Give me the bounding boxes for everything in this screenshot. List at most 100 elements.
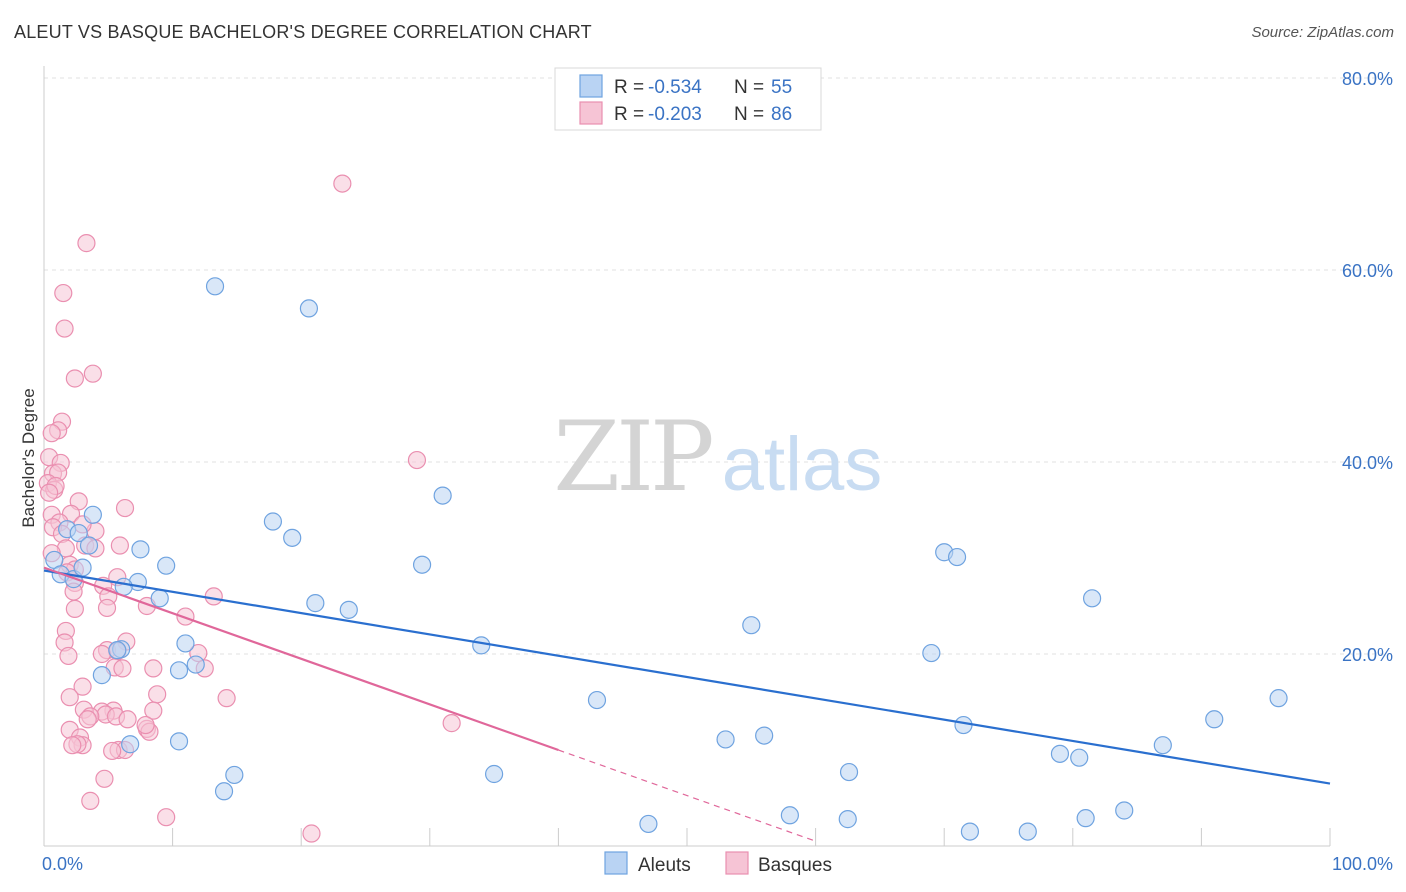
aleut-point: [755, 726, 774, 745]
aleut-point: [225, 765, 244, 785]
basque-point: [103, 741, 122, 761]
aleut-point: [1269, 689, 1288, 708]
legend-r-label: R =: [614, 77, 644, 98]
basque-point: [204, 587, 223, 606]
aleut-point: [92, 666, 111, 685]
basque-point: [54, 283, 73, 303]
legend-n-label: N =: [734, 104, 764, 125]
aleut-point: [121, 735, 140, 754]
basque-point: [217, 689, 236, 708]
aleut-point: [433, 486, 452, 505]
legend-n-value: 86: [771, 104, 792, 125]
y-tick-label: 20.0%: [1342, 645, 1393, 665]
aleut-point: [922, 643, 941, 663]
x-tick-label: 0.0%: [42, 854, 83, 874]
legend-r-value: -0.534: [648, 77, 702, 98]
basque-trend-line: [43, 566, 559, 752]
basque-point: [63, 736, 82, 755]
aleut-point: [69, 523, 88, 543]
basque-point: [59, 646, 78, 666]
bottom-legend-label: Aleuts: [638, 855, 691, 876]
tick-labels: 20.0% 40.0% 60.0% 80.0% 0.0% 100.0%: [42, 69, 1393, 874]
aleut-point: [780, 806, 799, 825]
aleut-point: [742, 616, 761, 635]
aleut-point: [214, 782, 234, 801]
aleut-point: [716, 730, 735, 749]
basque-point: [81, 791, 100, 810]
bottom-legend-label: Basques: [758, 855, 832, 876]
aleut-point: [947, 547, 967, 567]
basque-point: [302, 824, 321, 843]
aleut-point: [169, 661, 189, 680]
basque-point: [148, 685, 167, 704]
y-tick-label: 40.0%: [1342, 453, 1393, 473]
aleut-point: [1205, 710, 1224, 729]
basque-point: [83, 364, 102, 383]
aleut-point: [639, 814, 658, 834]
source-label: Source: ZipAtlas.com: [1251, 24, 1394, 41]
aleut-point: [838, 810, 857, 829]
aleut-point: [169, 732, 189, 751]
basque-point: [144, 659, 163, 678]
x-tick-label: 100.0%: [1332, 854, 1393, 874]
basque-point: [110, 536, 129, 555]
trend-lines: [43, 566, 1331, 842]
aleut-point: [485, 764, 504, 784]
basque-point: [136, 715, 155, 735]
aleut-point: [83, 505, 102, 524]
basque-point: [144, 701, 163, 720]
basque-point: [42, 424, 61, 443]
basque-point: [157, 808, 176, 827]
bottom-legend: Aleuts Basques: [604, 851, 832, 876]
aleut-point: [186, 655, 205, 674]
basque-point: [92, 644, 111, 664]
watermark-zip: ZIP: [553, 401, 712, 513]
basque-point: [118, 710, 137, 729]
grid-lines: [44, 77, 1392, 655]
aleut-point: [176, 634, 195, 653]
basque-point: [55, 319, 74, 338]
basque-point: [407, 450, 427, 470]
basque-point: [77, 234, 96, 253]
basque-point: [73, 677, 92, 696]
aleut-point: [73, 558, 92, 577]
basque-point: [65, 369, 84, 388]
basque-point: [95, 769, 114, 788]
aleut-trend-line: [43, 569, 1331, 785]
aleut-point: [306, 594, 325, 613]
aleut-point: [1115, 801, 1134, 820]
data-points: [38, 174, 1288, 843]
aleut-point: [79, 536, 99, 555]
aleut-point: [283, 528, 302, 547]
basque-point: [78, 710, 97, 729]
y-tick-label: 80.0%: [1342, 69, 1393, 89]
aleut-point: [954, 715, 973, 735]
chart-title: ALEUT VS BASQUE BACHELOR'S DEGREE CORREL…: [14, 22, 592, 42]
basque-point: [60, 688, 79, 707]
watermark-atlas: atlas: [722, 422, 883, 507]
aleut-point: [472, 636, 491, 655]
aleut-point: [1050, 744, 1070, 763]
y-axis-label: Bachelor's Degree: [19, 388, 38, 527]
bottom-legend-swatch: [604, 851, 628, 875]
aleut-point: [339, 600, 358, 619]
aleut-point: [131, 540, 150, 559]
basque-point: [97, 598, 117, 618]
aleut-point: [205, 277, 225, 296]
bottom-legend-swatch: [725, 851, 749, 875]
legend-swatch: [579, 74, 603, 98]
legend-n-label: N =: [734, 77, 764, 98]
basque-point: [65, 599, 84, 618]
aleut-point: [1070, 748, 1089, 767]
aleut-point: [1153, 736, 1172, 755]
aleut-point: [1018, 822, 1037, 841]
basque-point: [333, 174, 352, 193]
y-tick-label: 60.0%: [1342, 261, 1393, 281]
aleut-point: [150, 589, 169, 608]
legend-r-value: -0.203: [648, 104, 702, 125]
aleut-point: [263, 512, 283, 531]
legend-n-value: 55: [771, 77, 792, 98]
basque-point: [176, 607, 195, 626]
basque-point: [40, 483, 59, 502]
